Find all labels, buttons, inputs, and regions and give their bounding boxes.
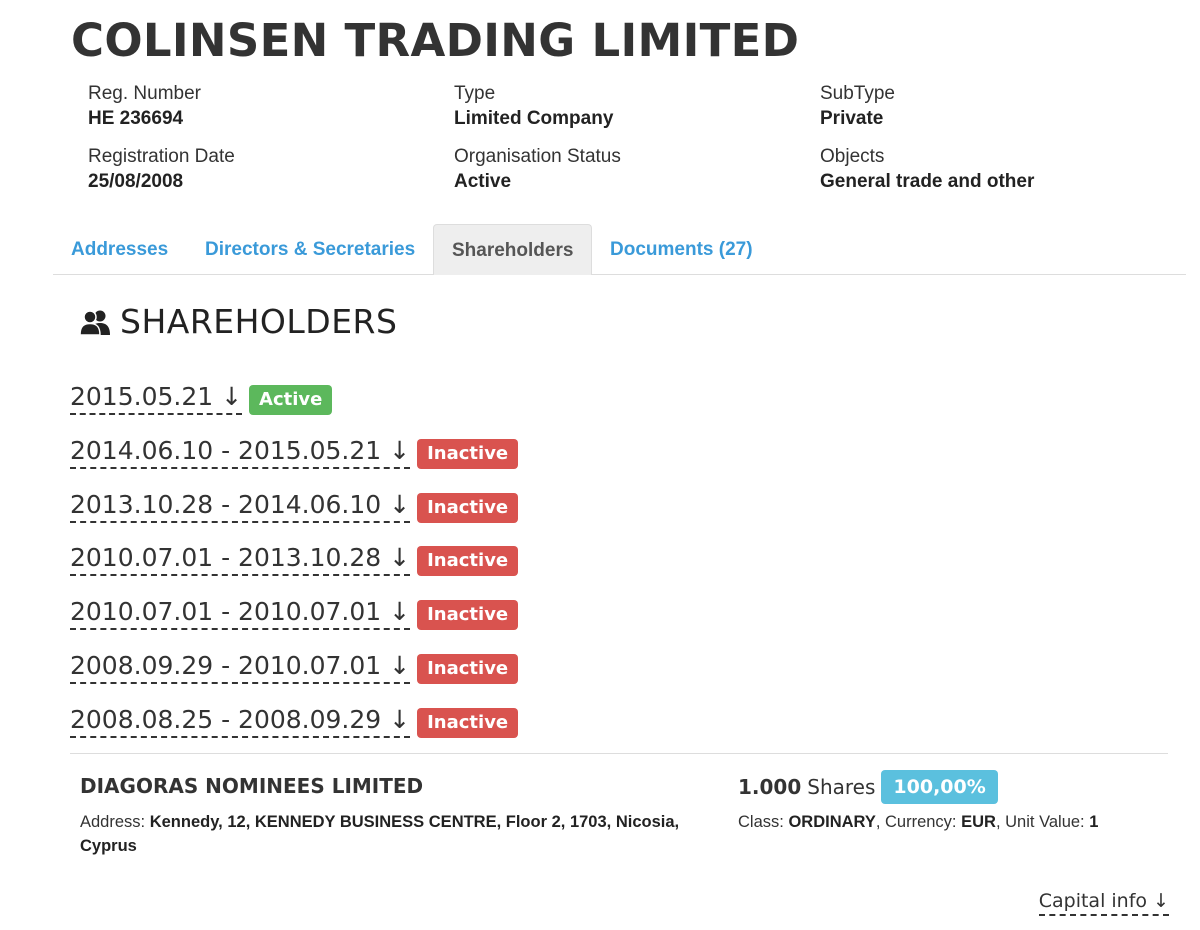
users-icon: [80, 309, 110, 336]
company-info-row: Reg. Number HE 236694 Type Limited Compa…: [88, 82, 1188, 145]
field-label: Type: [454, 83, 496, 104]
shareholder-address: Address: Kennedy, 12, KENNEDY BUSINESS C…: [80, 810, 700, 858]
reg-number-field: Reg. Number HE 236694: [88, 82, 454, 145]
period-link[interactable]: 2010.07.01 - 2013.10.28 ↓: [70, 543, 411, 577]
unit-value: 1: [1089, 813, 1099, 831]
divider: [70, 753, 1168, 754]
period-row: 2008.08.25 - 2008.09.29 ↓ Inactive: [70, 705, 519, 759]
company-info: Reg. Number HE 236694 Type Limited Compa…: [88, 82, 1188, 208]
field-value: HE 236694: [88, 108, 184, 129]
period-link[interactable]: 2013.10.28 - 2014.06.10 ↓: [70, 490, 411, 523]
field-label: Objects: [820, 146, 885, 167]
tab-documents[interactable]: Documents (27): [610, 239, 753, 260]
unit-value-label: Unit Value:: [1005, 813, 1085, 831]
field-label: SubType: [820, 83, 895, 104]
period-row: 2013.10.28 - 2014.06.10 ↓ Inactive: [70, 490, 519, 544]
field-value: Private: [820, 108, 884, 129]
status-badge: Inactive: [417, 546, 519, 577]
field-label: Organisation Status: [454, 146, 621, 167]
address-value: Kennedy, 12, KENNEDY BUSINESS CENTRE, Fl…: [80, 813, 680, 855]
organisation-status-field: Organisation Status Active: [454, 145, 820, 208]
share-class-info: Class: ORDINARY, Currency: EUR, Unit Val…: [738, 813, 1099, 831]
period-link[interactable]: 2008.09.29 - 2010.07.01 ↓: [70, 651, 411, 684]
tab-shareholders[interactable]: Shareholders: [433, 224, 593, 275]
class-label: Class:: [738, 813, 784, 831]
field-value: Limited Company: [454, 108, 614, 129]
currency-label: Currency:: [885, 813, 957, 831]
status-badge: Inactive: [417, 438, 519, 469]
period-link[interactable]: 2015.05.21 ↓: [70, 382, 243, 415]
section-title: SHAREHOLDERS: [120, 302, 398, 341]
shares-count: 1.000: [738, 775, 802, 799]
currency-value: EUR: [961, 813, 996, 831]
status-badge: Inactive: [417, 707, 519, 738]
type-field: Type Limited Company: [454, 82, 820, 145]
period-link[interactable]: 2014.06.10 - 2015.05.21 ↓: [70, 436, 411, 469]
class-value: ORDINARY: [788, 813, 876, 831]
tab-directors-secretaries[interactable]: Directors & Secretaries: [205, 239, 416, 260]
subtype-field: SubType Private: [820, 82, 1186, 145]
period-link[interactable]: 2010.07.01 - 2010.07.01 ↓: [70, 597, 411, 631]
shareholder-name: DIAGORAS NOMINEES LIMITED: [80, 774, 424, 798]
field-label: Registration Date: [88, 146, 235, 167]
field-label: Reg. Number: [88, 83, 201, 104]
period-row: 2010.07.01 - 2010.07.01 ↓ Inactive: [70, 597, 519, 651]
period-row: 2008.09.29 - 2010.07.01 ↓ Inactive: [70, 651, 519, 705]
shares-word: Shares: [807, 775, 876, 799]
field-value: 25/08/2008: [88, 171, 184, 192]
address-label: Address:: [80, 813, 146, 831]
period-link[interactable]: 2008.08.25 - 2008.09.29 ↓: [70, 705, 411, 738]
period-row: 2010.07.01 - 2013.10.28 ↓ Inactive: [70, 543, 519, 597]
status-badge: Inactive: [417, 653, 519, 684]
tab-addresses[interactable]: Addresses: [71, 239, 169, 260]
registration-date-field: Registration Date 25/08/2008: [88, 145, 454, 208]
capital-info-link[interactable]: Capital info ↓: [1038, 888, 1169, 916]
shares-summary: 1.000 Shares 100,00%: [738, 770, 998, 804]
company-name: COLINSEN TRADING LIMITED: [71, 14, 800, 67]
section-header: SHAREHOLDERS: [80, 302, 397, 341]
period-list: 2015.05.21 ↓ Active 2014.06.10 - 2015.05.2…: [70, 382, 519, 759]
status-badge: Active: [249, 385, 333, 415]
tab-bar: Addresses Directors & Secretaries Shareh…: [53, 224, 1186, 275]
field-value: Active: [454, 171, 512, 192]
field-value: General trade and other: [820, 171, 1035, 192]
period-row: 2014.06.10 - 2015.05.21 ↓ Inactive: [70, 436, 519, 490]
share-percentage-badge: 100,00%: [881, 770, 998, 804]
status-badge: Inactive: [417, 600, 519, 631]
period-row: 2015.05.21 ↓ Active: [70, 382, 518, 436]
objects-field: Objects General trade and other: [820, 145, 1186, 208]
company-info-row: Registration Date 25/08/2008 Organisatio…: [88, 145, 1188, 208]
status-badge: Inactive: [417, 492, 519, 523]
